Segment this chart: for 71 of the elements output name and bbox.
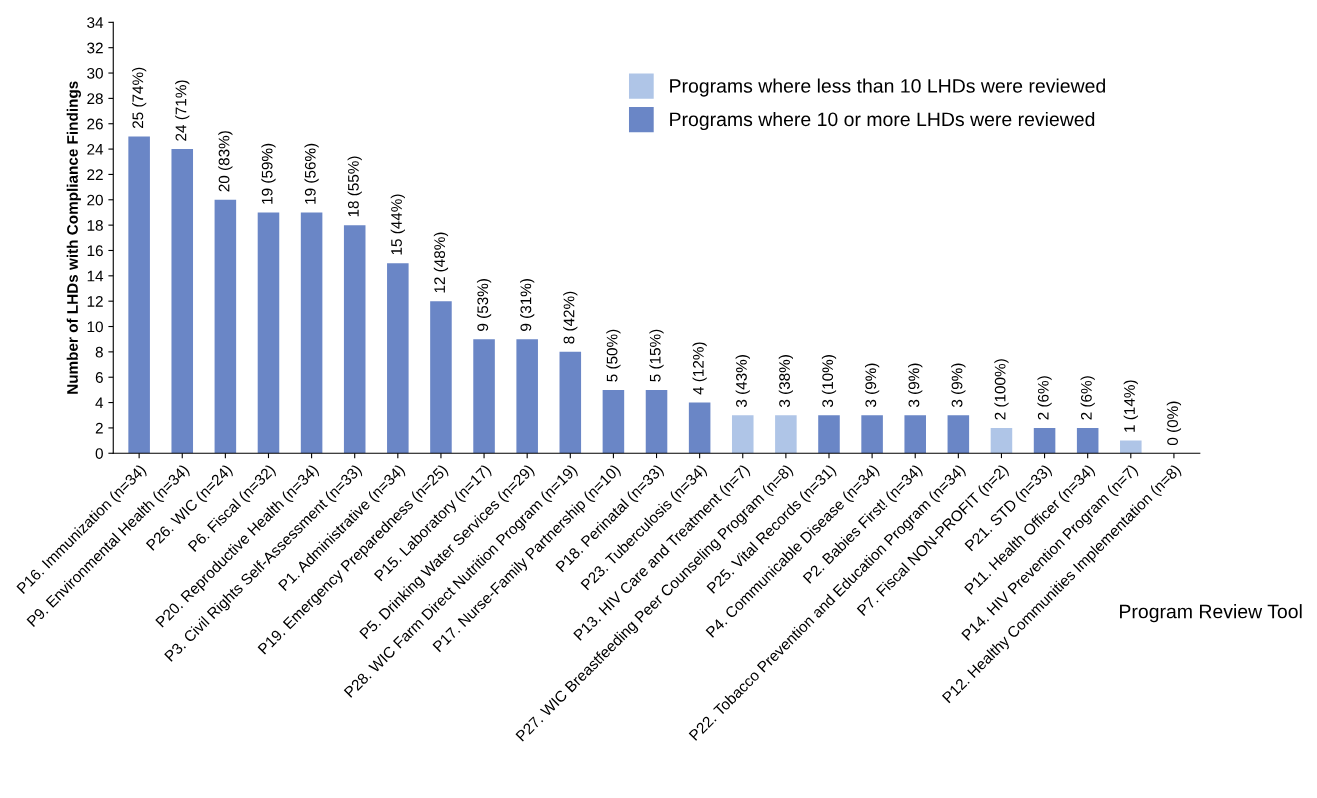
data-label: 5 (15%) bbox=[649, 329, 664, 382]
data-label: 0 (0%) bbox=[1166, 401, 1182, 446]
bar bbox=[1076, 427, 1099, 454]
y-tick-label: 32 bbox=[87, 42, 103, 54]
data-label: 3 (9%) bbox=[951, 363, 966, 408]
bar bbox=[861, 415, 883, 454]
data-label: 3 (9%) bbox=[864, 363, 880, 408]
bar bbox=[214, 199, 237, 454]
data-label: 3 (43%) bbox=[735, 355, 750, 408]
data-label: 19 (56%) bbox=[304, 143, 319, 204]
bar bbox=[171, 149, 194, 454]
bar bbox=[430, 301, 452, 454]
y-tick-label: 10 bbox=[87, 321, 103, 333]
y-tick-label: 0 bbox=[95, 448, 103, 459]
bar bbox=[731, 415, 754, 454]
y-axis-title: Number of LHDs with Compliance Findings bbox=[66, 81, 81, 394]
bar bbox=[387, 263, 409, 454]
data-label: 19 (59%) bbox=[261, 143, 276, 204]
data-label: 1 (14%) bbox=[1123, 380, 1138, 432]
data-label: 9 (53%) bbox=[476, 279, 492, 331]
data-label: 24 (71%) bbox=[175, 80, 190, 141]
y-tick-label: 24 bbox=[87, 143, 104, 155]
bar bbox=[473, 339, 495, 454]
data-label: 5 (50%) bbox=[606, 329, 621, 382]
y-tick-label: 8 bbox=[95, 346, 103, 358]
data-label: 3 (38%) bbox=[778, 355, 793, 408]
bar bbox=[602, 389, 625, 454]
bar bbox=[990, 427, 1013, 454]
bar bbox=[128, 136, 150, 454]
y-tick-label: 26 bbox=[87, 118, 103, 130]
bar bbox=[1120, 440, 1142, 454]
bar bbox=[775, 415, 797, 454]
data-label: 12 (48%) bbox=[433, 232, 449, 293]
legend-label: Programs where 10 or more LHDs were reviewed bbox=[670, 111, 1095, 131]
y-tick-label: 22 bbox=[87, 169, 103, 180]
data-label: 3 (10%) bbox=[821, 355, 837, 408]
data-label: 8 (42%) bbox=[563, 291, 578, 344]
data-label: 15 (44%) bbox=[390, 194, 405, 255]
data-label: 3 (9%) bbox=[908, 363, 923, 408]
data-label: 25 (74%) bbox=[132, 67, 147, 129]
data-label: 2 (6%) bbox=[1080, 376, 1095, 420]
y-tick-label: 18 bbox=[87, 220, 103, 231]
bar bbox=[818, 415, 840, 454]
data-label: 18 (55%) bbox=[347, 156, 362, 217]
y-tick-label: 34 bbox=[87, 17, 104, 29]
legend-label: Programs where less than 10 LHDs were reviewed bbox=[670, 78, 1105, 97]
y-tick-label: 14 bbox=[87, 270, 104, 282]
data-label: 2 (100%) bbox=[994, 359, 1009, 420]
y-tick-label: 4 bbox=[95, 397, 104, 409]
data-label: 20 (83%) bbox=[218, 131, 233, 192]
bar bbox=[904, 415, 926, 454]
data-label: 2 (6%) bbox=[1037, 376, 1052, 420]
bar bbox=[516, 339, 538, 454]
data-label: 4 (12%) bbox=[692, 342, 707, 395]
bar bbox=[257, 212, 280, 454]
y-tick-label: 12 bbox=[87, 296, 103, 307]
y-tick-label: 30 bbox=[87, 67, 103, 79]
bar bbox=[300, 212, 323, 454]
data-label: 9 (31%) bbox=[520, 279, 535, 331]
x-axis-title: Program Review Tool bbox=[1120, 604, 1302, 623]
y-tick-label: 16 bbox=[87, 245, 103, 257]
bar bbox=[559, 351, 582, 454]
y-tick-label: 6 bbox=[95, 372, 103, 383]
y-tick-label: 20 bbox=[87, 194, 103, 206]
y-tick-label: 2 bbox=[95, 422, 103, 434]
bar bbox=[1033, 427, 1056, 454]
bar bbox=[343, 225, 366, 454]
bar bbox=[645, 389, 668, 454]
bar bbox=[688, 402, 711, 454]
bar bbox=[947, 415, 970, 454]
y-tick-label: 28 bbox=[87, 93, 103, 105]
